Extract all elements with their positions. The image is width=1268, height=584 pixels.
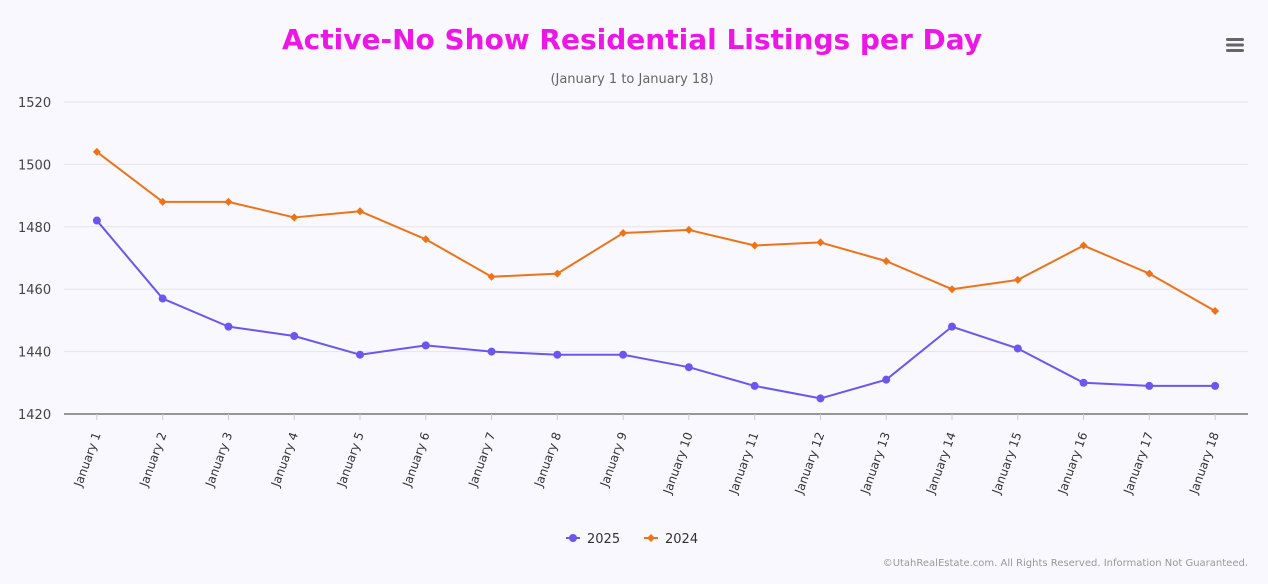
x-tick-label: January 7 [465,430,498,489]
data-point-2025[interactable] [1013,344,1022,353]
x-tick-label: January 5 [334,430,367,489]
legend-marker-circle [569,534,577,542]
data-point-2024[interactable] [684,225,693,234]
data-point-2024[interactable] [290,213,299,222]
legend-item-2025[interactable]: 2025 [566,532,620,547]
data-point-2025[interactable] [750,381,759,390]
data-point-2025[interactable] [619,350,628,359]
data-point-2025[interactable] [224,322,233,331]
x-tick-label: January 14 [923,430,959,496]
series-line-2024[interactable] [96,151,1216,312]
data-point-2025[interactable] [356,350,364,359]
chart-subtitle: (January 1 to January 18) [550,72,713,87]
data-point-2024[interactable] [1079,241,1088,250]
hamburger-menu-icon [1226,38,1244,52]
data-point-2025[interactable] [1211,381,1220,390]
data-point-2024[interactable] [882,257,891,266]
data-point-2025[interactable] [421,341,430,350]
data-point-2025[interactable] [816,394,825,403]
data-point-2025[interactable] [290,332,299,340]
data-point-2024[interactable] [619,229,628,238]
x-tick-label: January 6 [400,430,433,489]
data-point-2025[interactable] [948,322,956,331]
x-tick-label: January 16 [1055,430,1091,496]
grid-lines [64,101,1248,353]
data-point-2024[interactable] [1013,275,1022,284]
x-axis: January 1 January 2 January 3 January 4 Janu… [71,414,1222,497]
x-tick-label: January 13 [857,430,893,496]
x-tick-label: January 12 [792,430,828,496]
legend-marker-diamond [647,534,655,542]
legend: 2025 2024 [566,532,698,547]
series-group [92,147,1220,403]
data-point-2024[interactable] [224,197,233,206]
data-point-2025[interactable] [684,363,693,372]
y-tick-label: 1480 [18,221,51,236]
x-tick-label: January 2 [137,430,170,489]
y-tick-label: 1420 [18,408,51,423]
data-point-2024[interactable] [816,238,825,247]
data-point-2025[interactable] [1079,378,1088,387]
x-tick-label: January 1 [71,430,104,489]
series-2025 [92,216,1220,403]
x-tick-label: January 9 [597,430,630,489]
data-point-2025[interactable] [1145,381,1154,390]
y-axis: 1420 1440 1460 1480 1500 1520 [18,96,1248,423]
data-point-2024[interactable] [421,235,430,244]
data-point-2024[interactable] [487,272,496,281]
x-tick-label: January 17 [1121,430,1157,496]
chart-title: Active-No Show Residential Listings per … [282,23,982,56]
legend-label: 2025 [587,532,620,547]
y-tick-label: 1500 [18,158,51,173]
x-tick-label: January 3 [202,430,235,489]
legend-label: 2024 [665,532,698,547]
chart-menu-button[interactable] [1222,32,1248,58]
data-point-2024[interactable] [948,285,956,294]
x-tick-label: January 18 [1186,430,1222,496]
data-point-2024[interactable] [1211,307,1220,316]
y-tick-label: 1460 [18,283,51,298]
legend-item-2024[interactable]: 2024 [644,532,698,547]
y-tick-label: 1440 [18,346,51,361]
x-tick-label: January 10 [660,430,696,496]
data-point-2025[interactable] [92,216,101,225]
series-line-2025[interactable] [96,219,1216,400]
x-tick-label: January 11 [726,430,762,496]
data-point-2025[interactable] [882,375,891,384]
y-tick-label: 1520 [18,96,51,111]
credits[interactable]: ©UtahRealEstate.com. All Rights Reserved… [883,558,1248,569]
data-point-2024[interactable] [1145,269,1154,278]
x-tick-label: January 8 [531,430,564,489]
series-2024 [92,147,1220,316]
x-tick-label: January 4 [268,430,301,489]
data-point-2024[interactable] [356,207,364,216]
data-point-2025[interactable] [158,294,167,303]
data-point-2024[interactable] [553,269,562,278]
data-point-2025[interactable] [487,347,496,356]
data-point-2025[interactable] [553,350,562,359]
data-point-2024[interactable] [158,197,167,206]
data-point-2024[interactable] [750,241,759,250]
x-tick-label: January 15 [989,430,1025,496]
data-point-2024[interactable] [92,147,101,156]
